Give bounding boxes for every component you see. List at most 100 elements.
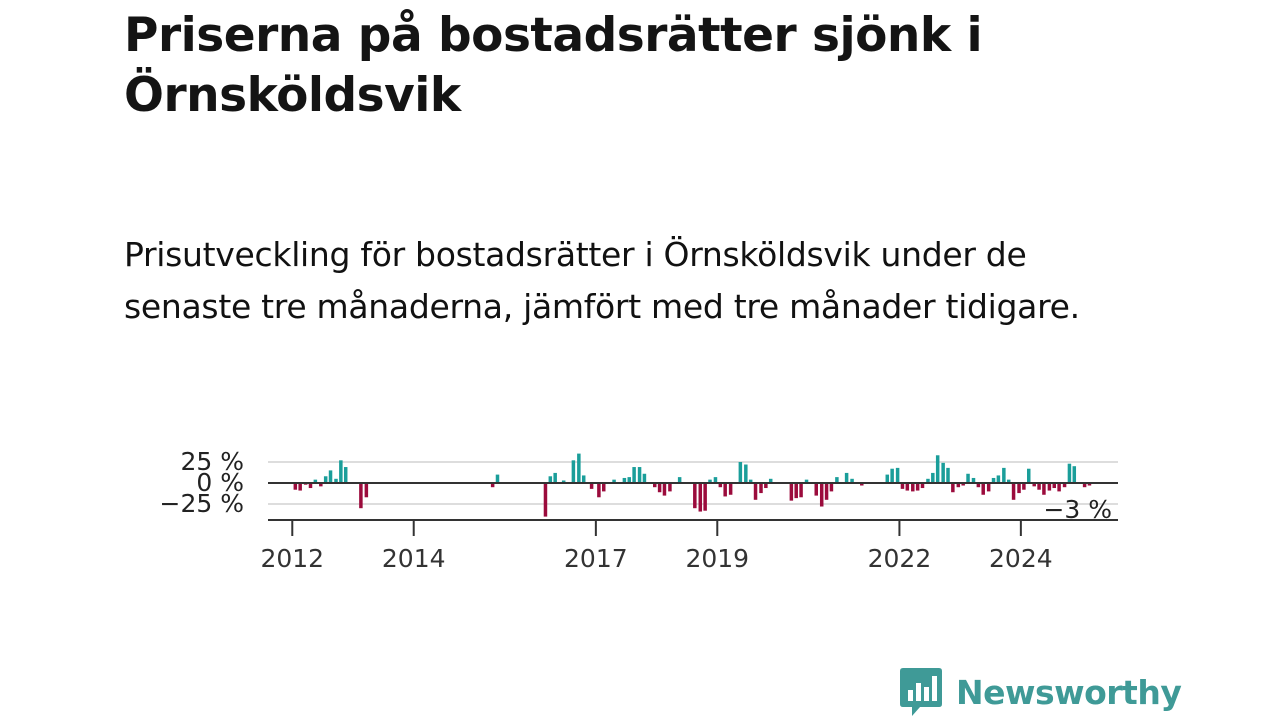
bar xyxy=(677,477,682,483)
bar xyxy=(548,476,553,483)
bar xyxy=(789,483,794,501)
bar xyxy=(723,483,727,497)
bar xyxy=(668,483,672,492)
grid-lines xyxy=(268,461,1118,505)
bar xyxy=(926,478,930,483)
bar xyxy=(359,483,363,509)
bar xyxy=(495,474,500,483)
last-value-label: −3 % xyxy=(1043,495,1112,524)
bar xyxy=(571,460,576,483)
bar xyxy=(698,483,703,512)
bar xyxy=(753,483,758,500)
y-tick-label: 25 % xyxy=(180,447,244,476)
bar xyxy=(971,477,976,483)
x-tick-label: 2024 xyxy=(989,544,1053,573)
bar xyxy=(860,483,864,486)
bar xyxy=(597,483,601,498)
bar xyxy=(653,483,657,488)
bar xyxy=(1037,483,1041,490)
bars xyxy=(293,453,1092,517)
bar xyxy=(1042,483,1046,495)
bar xyxy=(981,483,985,495)
y-axis-labels: 25 %0 %−25 % xyxy=(160,447,244,518)
bar xyxy=(1062,483,1067,488)
bar xyxy=(804,479,809,483)
axes xyxy=(268,482,1118,521)
bar xyxy=(713,477,718,483)
bar xyxy=(966,473,970,483)
bar xyxy=(334,478,338,483)
x-tick-label: 2022 xyxy=(868,544,932,573)
bar-chart: 25 %0 %−25 % 2012 2014 2017 2019 2022 2024 −3… xyxy=(160,447,1118,573)
bar xyxy=(703,483,707,511)
bar xyxy=(328,470,333,483)
bar xyxy=(759,483,763,494)
bar xyxy=(622,477,627,483)
bar xyxy=(718,483,723,488)
bar xyxy=(298,483,302,491)
chart-subtitle: Prisutveckling för bostadsrätter i Örnsk… xyxy=(124,235,1080,326)
bar xyxy=(850,478,854,483)
x-tick-label: 2012 xyxy=(260,544,324,573)
bar xyxy=(768,478,773,483)
bar xyxy=(905,483,910,491)
bar xyxy=(819,483,824,507)
bar xyxy=(1002,467,1006,483)
bar xyxy=(642,473,647,483)
bar xyxy=(632,467,636,483)
bar xyxy=(835,477,839,483)
bar xyxy=(996,475,1001,483)
bar xyxy=(581,475,586,483)
bar xyxy=(708,479,712,483)
bar xyxy=(662,483,667,496)
bar xyxy=(956,483,961,488)
bar xyxy=(1087,483,1092,486)
bar xyxy=(343,467,348,483)
y-tick-label: −25 % xyxy=(160,489,244,518)
newsworthy-logo: Newsworthy xyxy=(900,668,1182,716)
bar xyxy=(991,477,996,483)
bar xyxy=(1082,483,1087,488)
bar xyxy=(1022,483,1026,490)
bar xyxy=(1017,483,1021,494)
bar-chart-speech-bubble-icon xyxy=(900,668,942,716)
bar xyxy=(986,483,991,492)
bar xyxy=(323,476,328,483)
bar xyxy=(657,483,662,493)
bar xyxy=(490,483,495,488)
chart-title: Priserna på bostadsrätter sjönk i Örnskö… xyxy=(124,8,983,123)
bar xyxy=(1032,483,1036,487)
bar xyxy=(319,483,323,487)
bar xyxy=(293,483,298,490)
bar xyxy=(895,467,900,483)
bar xyxy=(553,472,557,483)
bar xyxy=(941,462,945,483)
bar xyxy=(577,453,581,483)
bar xyxy=(637,467,642,483)
bar xyxy=(1052,483,1056,489)
x-tick-label: 2019 xyxy=(685,544,749,573)
bar xyxy=(1067,463,1072,483)
bar xyxy=(738,462,743,483)
bar xyxy=(814,483,818,496)
bar xyxy=(1072,466,1077,483)
bar xyxy=(589,483,594,489)
bar xyxy=(693,483,697,509)
bar xyxy=(602,483,606,492)
bar xyxy=(900,483,905,489)
bar xyxy=(911,483,915,492)
x-tick-label: 2017 xyxy=(564,544,628,573)
brand-name: Newsworthy xyxy=(956,672,1182,712)
bar xyxy=(976,483,981,488)
bar xyxy=(829,483,834,492)
bar xyxy=(561,480,566,483)
bar xyxy=(1006,479,1011,483)
bar xyxy=(612,479,616,483)
bar xyxy=(824,483,829,500)
bar xyxy=(308,483,313,489)
bar xyxy=(920,483,925,489)
bar xyxy=(961,483,965,486)
y-tick-label: 0 % xyxy=(196,468,244,497)
bar xyxy=(885,474,890,483)
bar xyxy=(744,464,748,483)
